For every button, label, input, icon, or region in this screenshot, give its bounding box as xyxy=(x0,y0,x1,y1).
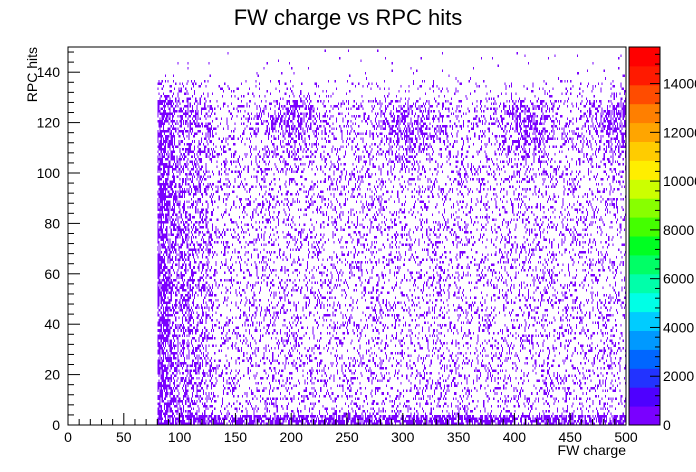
y-tick-label: 100 xyxy=(37,165,61,181)
color-tick-label: 0 xyxy=(663,417,671,433)
y-tick-label: 40 xyxy=(44,316,60,332)
color-scale-bar xyxy=(628,46,661,426)
color-scale-step xyxy=(629,311,660,331)
x-tick-label: 50 xyxy=(116,429,132,445)
y-tick-label: 120 xyxy=(37,115,61,131)
color-tick-label: 6000 xyxy=(663,271,694,287)
x-tick-label: 300 xyxy=(391,429,415,445)
color-scale-step xyxy=(629,217,660,237)
y-axis-label: RPC hits xyxy=(24,47,40,102)
color-scale-step xyxy=(629,292,660,313)
color-scale-step xyxy=(629,122,660,142)
x-tick-label: 200 xyxy=(280,429,304,445)
heatmap-bins xyxy=(157,49,626,426)
heatmap-cells xyxy=(157,49,626,426)
color-scale-step xyxy=(629,47,660,67)
color-tick-label: 10000 xyxy=(663,173,696,189)
y-tick-label: 0 xyxy=(52,417,60,433)
x-tick-label: 150 xyxy=(224,429,248,445)
x-tick-label: 100 xyxy=(168,429,192,445)
color-tick-label: 2000 xyxy=(663,368,694,384)
color-tick-label: 14000 xyxy=(663,76,696,92)
color-scale-step xyxy=(629,141,660,161)
color-scale-step xyxy=(629,349,660,369)
color-scale-step xyxy=(629,160,660,180)
color-scale-step xyxy=(629,103,660,124)
y-tick-label: 80 xyxy=(44,215,60,231)
color-tick-label: 4000 xyxy=(663,319,694,335)
color-scale-step xyxy=(629,330,660,350)
color-scale-step xyxy=(629,254,660,275)
color-scale-step xyxy=(629,368,660,388)
x-tick-label: 250 xyxy=(335,429,359,445)
color-scale-step xyxy=(629,406,660,426)
color-scale-step xyxy=(629,65,660,86)
y-tick-label: 60 xyxy=(44,266,60,282)
color-scale-step xyxy=(629,273,660,294)
color-scale-step xyxy=(629,236,660,256)
x-axis-label: FW charge xyxy=(558,442,627,458)
x-tick-label: 350 xyxy=(447,429,471,445)
y-tick-label: 20 xyxy=(44,367,60,383)
y-tick-label: 140 xyxy=(37,64,61,80)
color-scale-step xyxy=(629,179,660,199)
x-tick-label: 0 xyxy=(64,429,72,445)
x-tick-label: 500 xyxy=(614,429,638,445)
color-tick-label: 8000 xyxy=(663,222,694,238)
color-tick-label: 12000 xyxy=(663,124,696,140)
chart-title: FW charge vs RPC hits xyxy=(234,5,463,30)
color-scale-step xyxy=(629,84,660,105)
x-axis: 0 50 100 150 200 250 300 350 400 450 500 xyxy=(64,413,638,445)
color-scale-axis: 0 2000 4000 6000 8000 10000 12000 14000 xyxy=(650,53,696,433)
x-tick-label: 400 xyxy=(503,429,527,445)
color-scale-frame xyxy=(628,46,661,426)
color-scale-step xyxy=(629,198,660,218)
color-scale-step xyxy=(629,387,660,407)
y-axis: 0 20 40 60 80 100 120 140 xyxy=(37,51,80,433)
x-tick-label: 450 xyxy=(559,429,583,445)
